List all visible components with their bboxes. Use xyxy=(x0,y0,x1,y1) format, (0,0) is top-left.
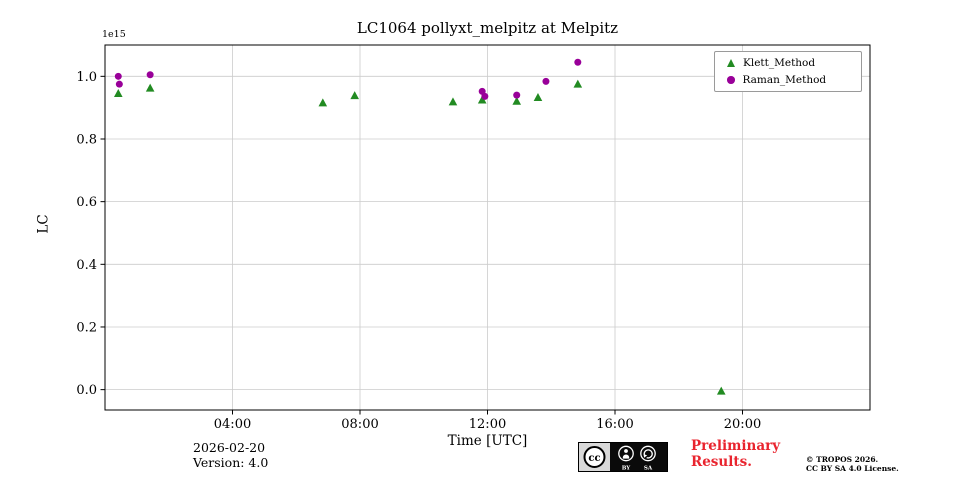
x-axis-label: Time [UTC] xyxy=(447,433,528,449)
legend-item: Raman_Method xyxy=(723,74,853,86)
data-point-klett_method xyxy=(533,93,543,102)
x-tick-label: 08:00 xyxy=(341,417,378,432)
legend-label: Klett_Method xyxy=(743,57,816,69)
data-point-klett_method xyxy=(477,95,487,104)
data-point-raman_method xyxy=(542,77,550,85)
cc-license-badge-graphic: cc BY SA xyxy=(578,442,668,472)
preliminary-note: Preliminary Results. xyxy=(691,438,780,470)
preliminary-line1: Preliminary xyxy=(691,438,781,454)
data-point-raman_method xyxy=(146,71,154,79)
y-tick-label: 0.8 xyxy=(76,132,97,147)
version-label: Version: 4.0 xyxy=(193,455,269,470)
y-axis-label: LC xyxy=(35,214,52,234)
chart-title: LC1064 pollyxt_melpitz at Melpitz xyxy=(356,19,619,37)
data-point-raman_method xyxy=(574,58,582,66)
x-tick-label: 20:00 xyxy=(724,417,761,432)
cc-license-badge: cc BY SA xyxy=(578,442,668,472)
data-point-raman_method xyxy=(115,80,123,88)
legend-item: Klett_Method xyxy=(723,57,853,69)
preliminary-line2: Results. xyxy=(691,454,752,470)
y-tick-label: 1.0 xyxy=(76,70,97,85)
copyright-line1: © TROPOS 2026. xyxy=(806,455,879,464)
cc-logo-text: cc xyxy=(588,453,600,464)
data-point-raman_method xyxy=(481,92,489,100)
data-point-klett_method xyxy=(113,88,123,97)
cc-logo-icon xyxy=(583,446,606,468)
date-label: 2026-02-20 xyxy=(193,440,266,455)
data-point-klett_method xyxy=(573,79,583,88)
by-person-icon xyxy=(618,445,634,462)
x-tick-label: 12:00 xyxy=(469,417,506,432)
data-point-klett_method xyxy=(145,83,155,92)
by-person-body xyxy=(622,454,630,459)
x-tick-label: 04:00 xyxy=(214,417,251,432)
copyright-line2: CC BY SA 4.0 License. xyxy=(806,463,899,473)
y-tick-label: 0.4 xyxy=(76,258,97,273)
sa-arrow-arc xyxy=(643,449,653,459)
sa-arrow-icon xyxy=(640,445,656,462)
legend: Klett_Method Raman_Method xyxy=(714,51,862,92)
triangle-marker-icon xyxy=(727,59,735,67)
copyright-note: © TROPOS 2026. CC BY SA 4.0 License. xyxy=(806,455,899,473)
circle-marker-icon xyxy=(727,76,735,84)
by-label: BY xyxy=(622,466,631,472)
sa-label: SA xyxy=(644,466,653,472)
data-point-raman_method xyxy=(513,91,521,99)
data-point-klett_method xyxy=(350,91,359,100)
plot-frame xyxy=(104,44,871,411)
legend-label: Raman_Method xyxy=(742,74,827,86)
data-point-klett_method xyxy=(318,98,328,107)
y-axis-offset-label: 1e15 xyxy=(102,29,126,40)
y-tick-label: 0.6 xyxy=(76,195,97,210)
data-point-klett_method xyxy=(716,386,726,395)
data-point-klett_method xyxy=(448,97,458,106)
data-point-klett_method xyxy=(512,96,522,105)
y-tick-label: 0.0 xyxy=(76,383,97,398)
x-tick-label: 16:00 xyxy=(596,417,633,432)
y-tick-label: 0.2 xyxy=(76,320,97,335)
sa-arrow-head xyxy=(643,454,648,458)
badge-right-panel xyxy=(610,443,667,471)
data-point-raman_method xyxy=(114,72,122,80)
by-person-head xyxy=(624,449,628,453)
